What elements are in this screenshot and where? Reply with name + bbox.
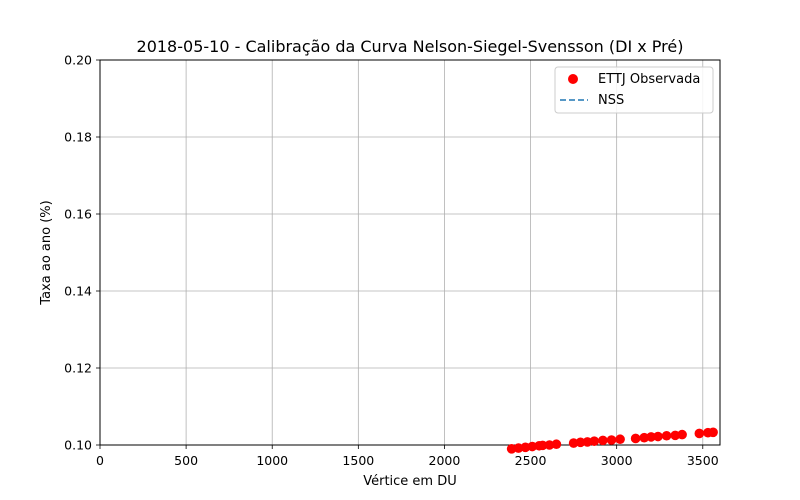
data-point bbox=[615, 434, 625, 445]
x-tick-label: 0 bbox=[96, 453, 104, 468]
plot-frame bbox=[99, 59, 721, 446]
data-point bbox=[606, 435, 617, 445]
x-tick-label: 2500 bbox=[515, 453, 547, 468]
ticks: 0 500 1000 1500 2000 2500 3000 3500 0.10 0.12 0.14… bbox=[64, 53, 719, 469]
x-tick-label: 1000 bbox=[256, 453, 288, 468]
data-point bbox=[551, 439, 562, 450]
x-tick-label: 3000 bbox=[601, 453, 633, 468]
y-tick-label: 0.14 bbox=[64, 284, 92, 299]
data-point bbox=[646, 432, 656, 442]
x-tick-label: 2000 bbox=[429, 453, 461, 468]
data-point bbox=[630, 433, 641, 444]
data-point bbox=[537, 440, 548, 451]
data-point bbox=[653, 431, 663, 442]
x-axis-label: Vértice em DU bbox=[363, 474, 457, 489]
legend-box bbox=[554, 66, 714, 114]
y-axis-label: Taxa ao ano (%) bbox=[39, 200, 54, 305]
x-tick-label: 3500 bbox=[687, 453, 719, 468]
y-tick-label: 0.16 bbox=[64, 207, 92, 222]
scatter-points bbox=[506, 427, 718, 454]
legend-marker-ettj bbox=[568, 74, 578, 84]
legend-label-nss: NSS bbox=[598, 93, 624, 108]
legend-label-ettj: ETTJ Observada bbox=[598, 72, 700, 87]
x-tick-label: 500 bbox=[174, 453, 198, 468]
y-tick-label: 0.20 bbox=[64, 53, 92, 68]
legend: ETTJ Observada NSS bbox=[554, 66, 714, 114]
data-point bbox=[661, 430, 672, 441]
y-tick-label: 0.12 bbox=[64, 361, 92, 376]
y-tick-label: 0.10 bbox=[64, 438, 92, 453]
data-point bbox=[575, 437, 586, 448]
grid bbox=[99, 59, 720, 446]
data-point bbox=[694, 428, 705, 439]
data-point bbox=[598, 435, 608, 446]
data-point bbox=[677, 429, 687, 440]
x-tick-label: 1500 bbox=[342, 453, 374, 468]
y-tick-label: 0.18 bbox=[64, 130, 92, 145]
chart-title: 2018-05-10 - Calibração da Curva Nelson-… bbox=[137, 37, 684, 56]
data-point bbox=[708, 427, 718, 438]
data-point bbox=[589, 436, 600, 446]
plot-area bbox=[506, 427, 718, 454]
